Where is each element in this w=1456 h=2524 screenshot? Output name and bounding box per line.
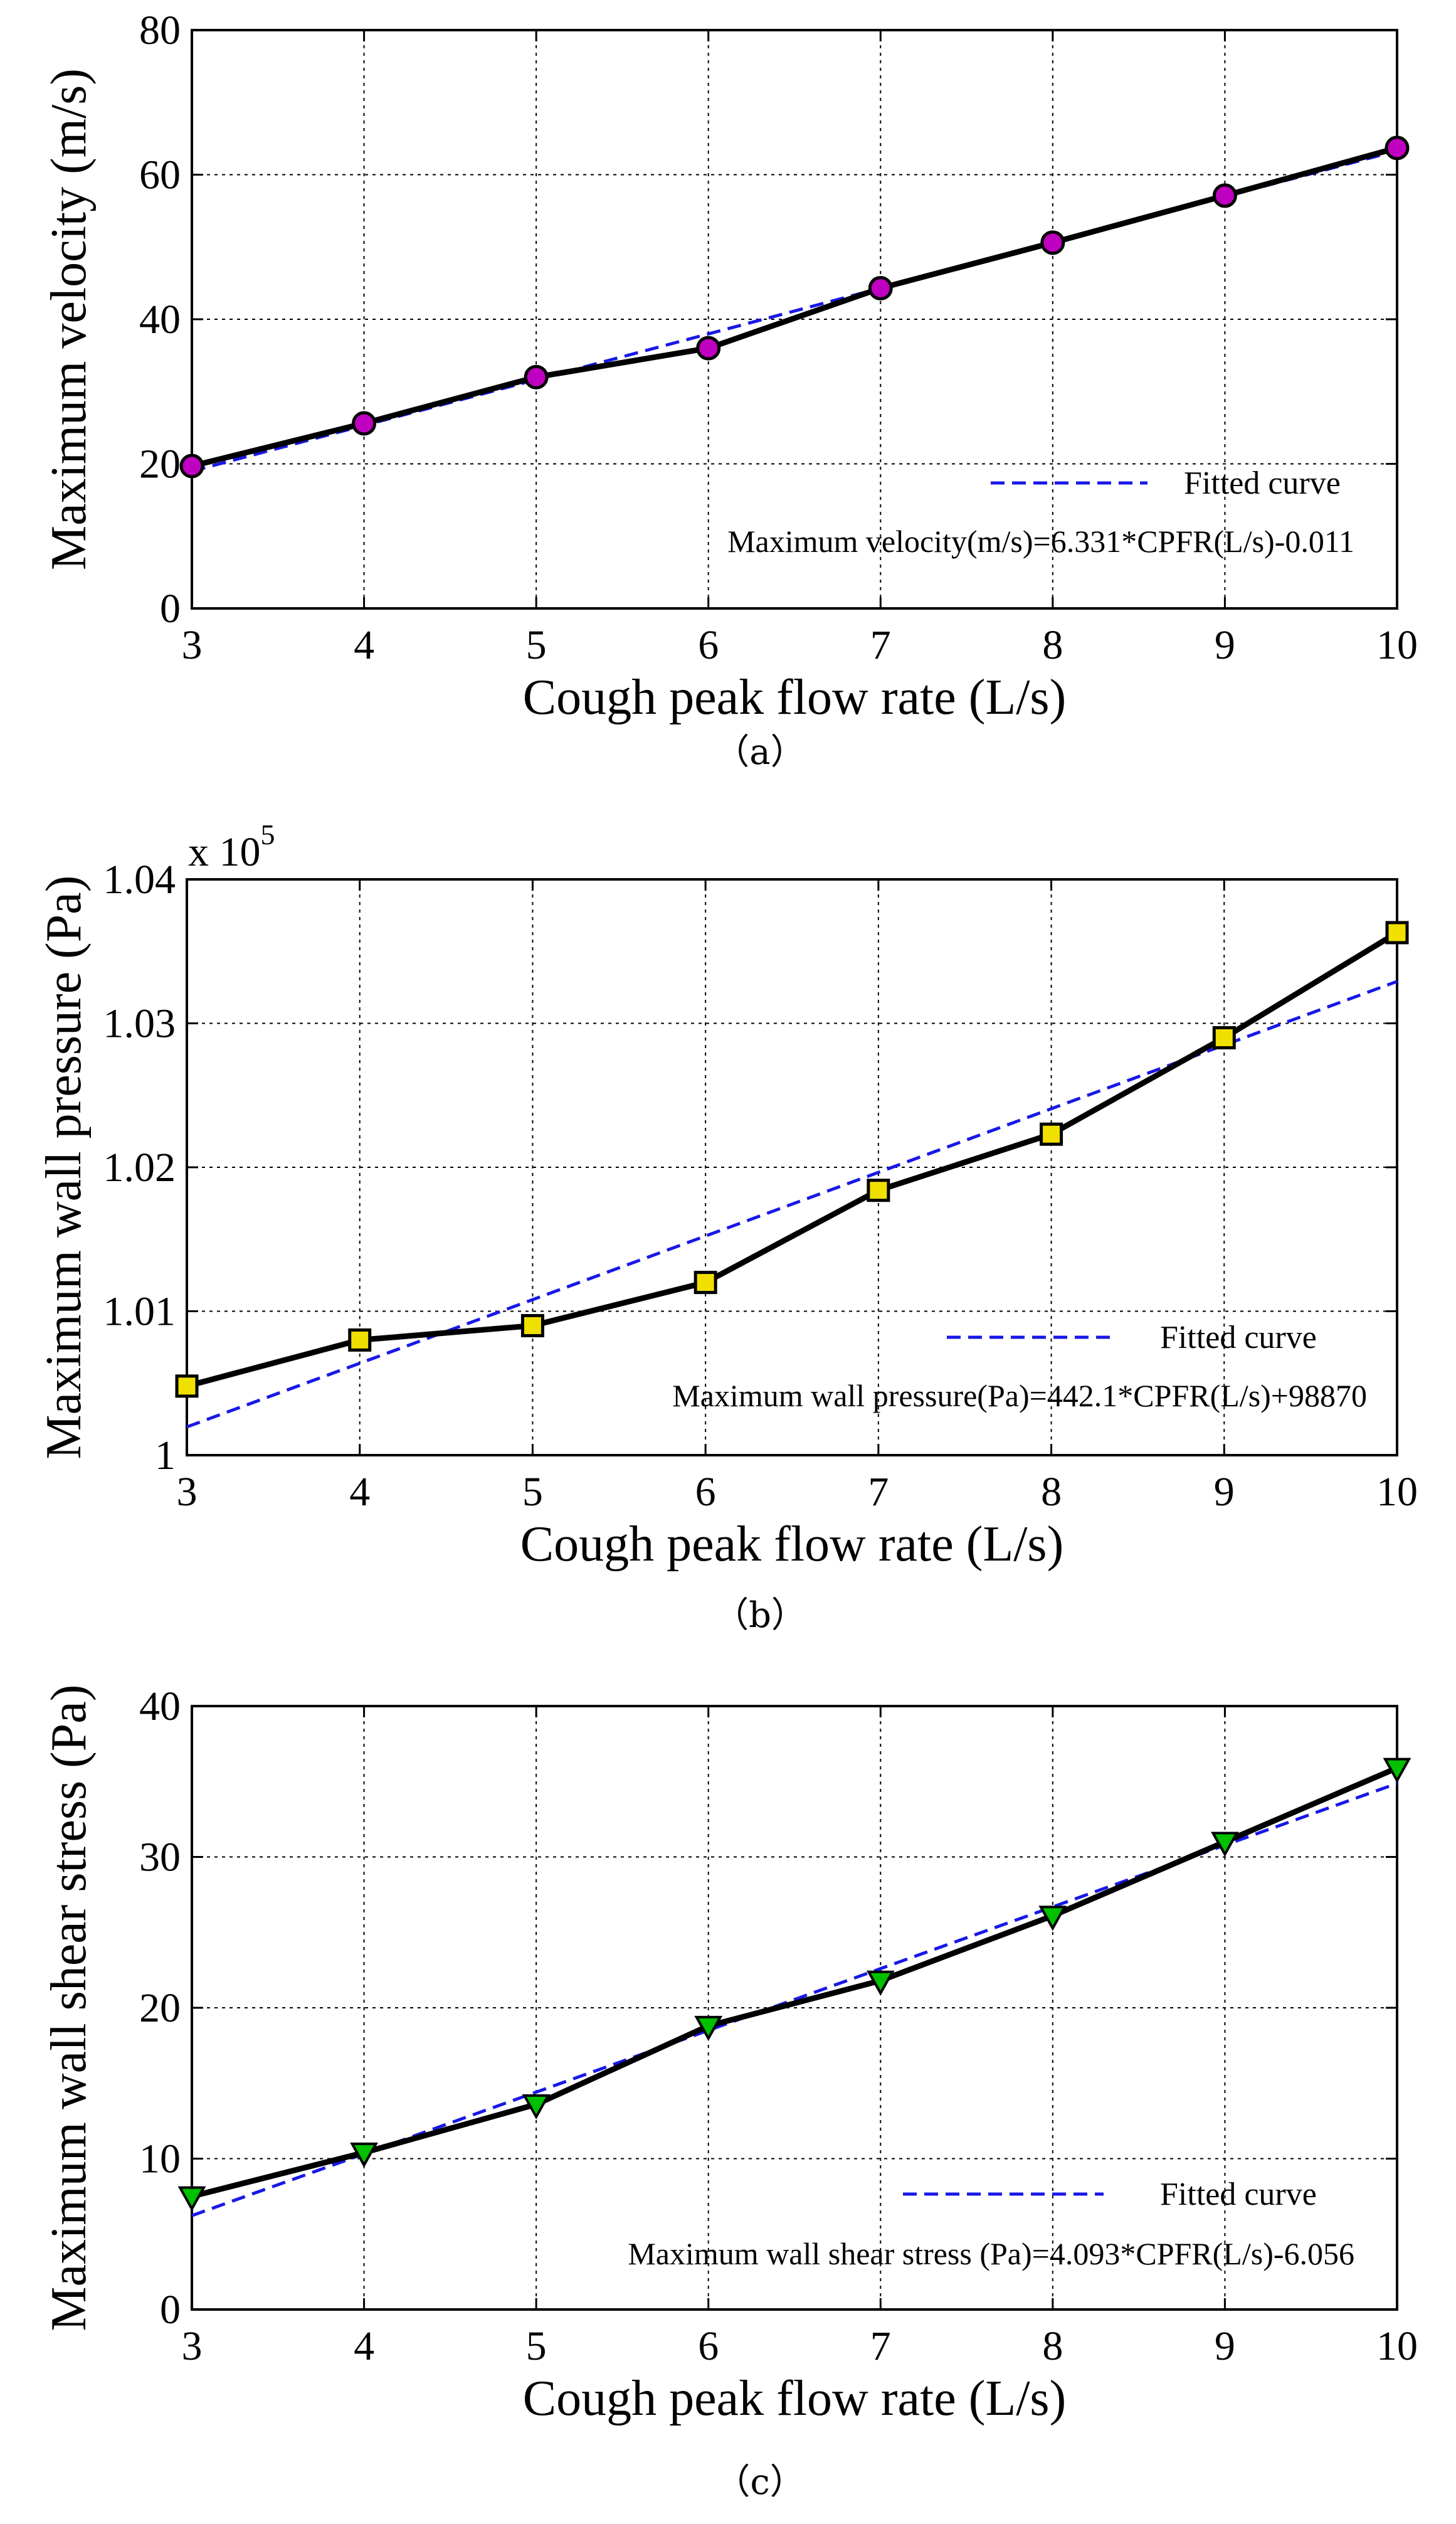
x-tick-label: 7 bbox=[870, 2323, 891, 2369]
chart-a: 3 4 5 6 7 8 9 10 0 20 40 60 80 Cough peak flow rate (… bbox=[41, 8, 1418, 773]
x-tick-label: 9 bbox=[1214, 1469, 1235, 1515]
exponent-base: x 10 bbox=[188, 829, 261, 875]
x-tick-label: 5 bbox=[526, 2323, 547, 2369]
data-point bbox=[1040, 230, 1065, 255]
data-point bbox=[1385, 135, 1410, 161]
data-point bbox=[1038, 1906, 1067, 1931]
y-tick-label: 40 bbox=[139, 297, 181, 342]
x-tick-label: 8 bbox=[1042, 622, 1063, 668]
y-axis-label: Maximum wall pressure (Pa) bbox=[36, 876, 92, 1460]
legend-fit-label: Fitted curve bbox=[1184, 465, 1341, 501]
fit-equation: Maximum wall shear stress (Pa)=4.093*CPF… bbox=[628, 2236, 1354, 2271]
y-tick-label: 20 bbox=[139, 1985, 181, 2031]
data-point bbox=[867, 1179, 890, 1202]
y-axis-label: Maximum velocity (m/s) bbox=[41, 68, 97, 570]
data-point bbox=[522, 2094, 551, 2120]
x-tick-label: 6 bbox=[695, 1469, 716, 1515]
x-tick-label: 4 bbox=[354, 2323, 374, 2369]
data-point bbox=[177, 2186, 206, 2212]
x-tick-label: 9 bbox=[1215, 622, 1235, 668]
subfigure-caption: （b） bbox=[714, 1595, 806, 1636]
x-tick-label: 8 bbox=[1042, 2323, 1063, 2369]
x-tick-label: 6 bbox=[698, 622, 719, 668]
y-tick-label: 40 bbox=[139, 1684, 181, 1729]
y-tick-label: 20 bbox=[139, 442, 181, 487]
x-tick-label: 4 bbox=[354, 622, 374, 668]
legend-fit-label: Fitted curve bbox=[1160, 1320, 1317, 1355]
data-point bbox=[868, 275, 893, 300]
y-tick-label: 80 bbox=[139, 8, 181, 53]
chart-c: 3 4 5 6 7 8 9 10 0 10 20 30 40 Cough peak flow rate (… bbox=[41, 1684, 1418, 2503]
y-tick-label: 1.02 bbox=[103, 1145, 176, 1190]
data-point bbox=[1211, 1832, 1239, 1857]
subfigure-caption: （c） bbox=[715, 2462, 804, 2503]
data-point bbox=[1212, 1026, 1236, 1049]
data-point bbox=[1383, 1758, 1411, 1783]
data-point bbox=[866, 1970, 895, 1996]
x-tick-label: 5 bbox=[526, 622, 547, 668]
x-axis-label: Cough peak flow rate (L/s) bbox=[520, 1517, 1063, 1572]
y-tick-label: 1.01 bbox=[103, 1289, 176, 1335]
x-axis-label: Cough peak flow rate (L/s) bbox=[523, 670, 1066, 725]
data-point bbox=[694, 2015, 723, 2041]
data-series-line bbox=[191, 1765, 1398, 2199]
x-tick-label: 3 bbox=[182, 2323, 203, 2369]
data-series-line bbox=[191, 145, 1398, 469]
data-point bbox=[524, 364, 549, 390]
exponent-power: 5 bbox=[261, 819, 275, 851]
x-tick-label: 3 bbox=[177, 1469, 198, 1515]
data-point bbox=[175, 1374, 199, 1398]
x-tick-label: 4 bbox=[349, 1469, 370, 1515]
y-tick-label: 0 bbox=[160, 586, 181, 632]
data-series-line bbox=[186, 930, 1399, 1389]
x-tick-label: 7 bbox=[868, 1469, 889, 1515]
x-tick-label: 10 bbox=[1376, 2323, 1418, 2369]
x-tick-label: 6 bbox=[698, 2323, 719, 2369]
fit-equation: Maximum wall pressure(Pa)=442.1*CPFR(L/s… bbox=[672, 1378, 1367, 1413]
y-exponent-label: x 105 bbox=[188, 819, 275, 875]
x-tick-label: 10 bbox=[1376, 622, 1418, 668]
x-axis-label: Cough peak flow rate (L/s) bbox=[523, 2371, 1066, 2426]
x-tick-label: 5 bbox=[522, 1469, 543, 1515]
y-tick-label: 10 bbox=[139, 2136, 181, 2182]
data-point bbox=[350, 2142, 378, 2168]
x-tick-label: 10 bbox=[1376, 1469, 1418, 1515]
x-tick-label: 8 bbox=[1041, 1469, 1062, 1515]
data-point bbox=[520, 1313, 544, 1337]
data-point bbox=[348, 1328, 372, 1352]
x-tick-label: 7 bbox=[870, 622, 891, 668]
x-tick-label: 3 bbox=[182, 622, 203, 668]
data-point bbox=[696, 336, 721, 361]
y-tick-label: 1.04 bbox=[103, 857, 176, 903]
fit-equation: Maximum velocity(m/s)=6.331*CPFR(L/s)-0.… bbox=[727, 524, 1354, 559]
y-tick-label: 60 bbox=[139, 152, 181, 198]
data-point bbox=[694, 1271, 717, 1295]
y-tick-label: 30 bbox=[139, 1835, 181, 1880]
fitted-curve-line bbox=[191, 149, 1398, 473]
y-tick-label: 1 bbox=[155, 1433, 176, 1478]
data-point bbox=[179, 453, 204, 479]
data-point bbox=[1385, 921, 1409, 945]
y-tick-label: 1.03 bbox=[103, 1001, 176, 1047]
data-point bbox=[1212, 183, 1237, 208]
legend-fit-label: Fitted curve bbox=[1160, 2177, 1317, 2212]
data-point bbox=[1040, 1122, 1063, 1146]
y-tick-label: 0 bbox=[160, 2287, 181, 2333]
data-point bbox=[352, 411, 377, 436]
subfigure-caption: （a） bbox=[714, 732, 805, 773]
y-axis-label: Maximum wall shear stress (Pa) bbox=[41, 1685, 97, 2331]
x-tick-label: 9 bbox=[1215, 2323, 1235, 2369]
